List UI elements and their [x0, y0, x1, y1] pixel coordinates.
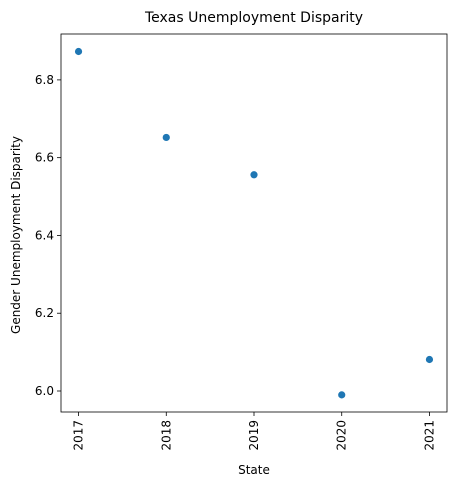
plot-area: 6.0 6.2 6.4 6.6 6.8 2017 2018 2019 2020 2021: [35, 33, 448, 451]
chart-title: Texas Unemployment Disparity: [144, 10, 363, 26]
x-tick-label: 2021: [422, 420, 436, 451]
data-point: [162, 133, 170, 142]
x-axis-title: State: [238, 463, 270, 477]
y-axis-title: Gender Unemployment Disparity: [9, 136, 23, 334]
plot-frame: [60, 33, 448, 413]
y-tick-label: 6.2: [35, 306, 54, 320]
x-tick-label: 2019: [247, 420, 261, 451]
y-tick-label: 6.4: [35, 228, 54, 242]
data-point: [425, 355, 434, 364]
y-tick-label: 6.6: [35, 151, 54, 165]
y-tick-label: 6.0: [35, 384, 54, 398]
data-point: [338, 391, 346, 399]
x-tick-label: 2017: [72, 420, 86, 451]
x-tick-label: 2020: [335, 420, 349, 451]
data-point: [250, 171, 258, 179]
y-tick-label: 6.8: [35, 73, 54, 87]
x-tick-label: 2018: [159, 420, 173, 451]
data-point: [74, 47, 83, 56]
